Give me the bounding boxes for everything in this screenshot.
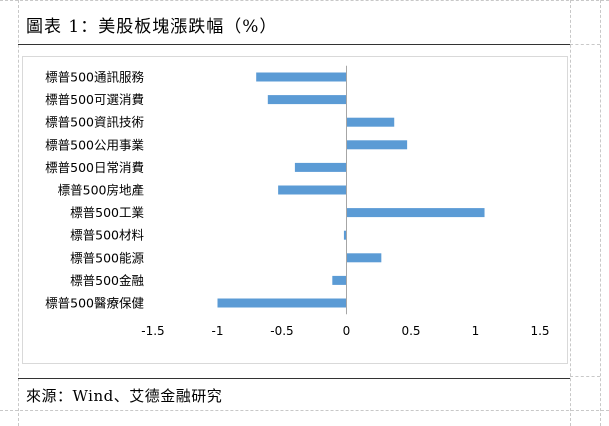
table-border-upper xyxy=(570,376,600,377)
category-labels-group: 標普500通訊服務標普500可選消費標普500資訊技術標普500公用事業標普50… xyxy=(45,70,144,311)
sector-change-bar-chart: 標普500通訊服務標普500可選消費標普500資訊技術標普500公用事業標普50… xyxy=(45,65,550,338)
bars-group xyxy=(217,72,485,308)
table-border-bottom xyxy=(0,410,609,411)
category-label: 標普500日常消費 xyxy=(45,160,144,175)
category-label: 標普500金融 xyxy=(70,273,144,288)
x-tick-label: -1.5 xyxy=(141,324,164,338)
category-label: 標普500可選消費 xyxy=(45,92,144,107)
source-rule xyxy=(18,378,570,379)
category-label: 標普500醫療保健 xyxy=(45,296,144,311)
source-note: 來源：Wind、艾德金融研究 xyxy=(26,387,223,405)
x-tick-label: -0.5 xyxy=(270,324,293,338)
x-tick-label: 1 xyxy=(472,324,480,338)
bar-7 xyxy=(343,230,347,240)
table-border-mid xyxy=(570,0,571,426)
table-border-top xyxy=(0,0,609,1)
x-tick-label: 1.5 xyxy=(530,324,549,338)
bar-0 xyxy=(256,72,347,82)
category-label: 標普500通訊服務 xyxy=(45,70,144,85)
title-rule xyxy=(18,44,570,45)
chart-frame xyxy=(22,56,568,364)
category-label: 標普500房地產 xyxy=(58,183,144,198)
bar-3 xyxy=(346,140,408,150)
category-label: 標普500能源 xyxy=(70,250,144,265)
bar-2 xyxy=(346,117,395,127)
category-label: 標普500公用事業 xyxy=(45,137,144,152)
bar-9 xyxy=(332,275,347,285)
bar-1 xyxy=(267,95,347,105)
table-border-right xyxy=(600,0,601,426)
bar-4 xyxy=(294,162,347,172)
bar-5 xyxy=(278,185,347,195)
category-label: 標普500工業 xyxy=(70,205,144,220)
category-label: 標普500資訊技術 xyxy=(45,115,144,130)
bar-10 xyxy=(217,298,347,308)
table-border-left xyxy=(18,0,19,426)
bar-6 xyxy=(346,208,485,218)
tick-labels-group: -1.5 -1 -0.5 0 0.5 1 1.5 xyxy=(141,324,549,338)
x-tick-label: -1 xyxy=(212,324,224,338)
x-tick-label: 0 xyxy=(343,324,351,338)
category-label: 標普500材料 xyxy=(70,228,144,243)
bar-8 xyxy=(346,253,382,263)
table-row-divider xyxy=(570,44,600,45)
figure-title: 圖表 1：美股板塊漲跌幅（%） xyxy=(26,17,278,37)
x-tick-label: 0.5 xyxy=(401,324,420,338)
